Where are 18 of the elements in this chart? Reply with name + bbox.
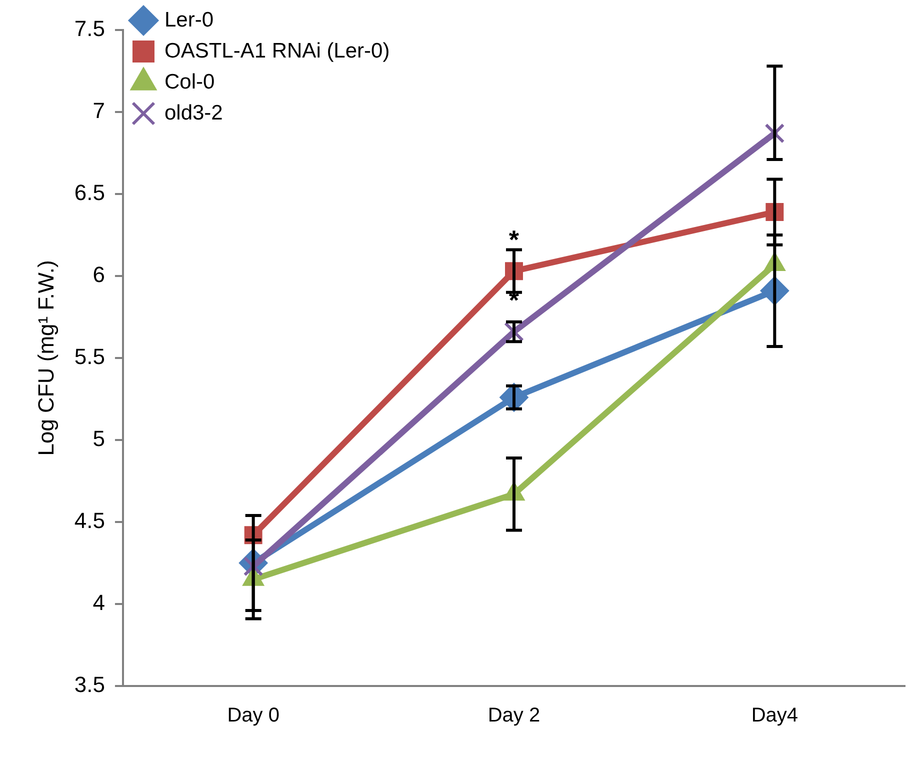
y-tick-label: 5 [92, 426, 105, 452]
y-tick-label: 6.5 [74, 180, 105, 206]
y-tick-label: 3.5 [74, 672, 105, 698]
y-tick-label: 7 [92, 98, 105, 124]
y-tick-label: 6 [92, 262, 105, 288]
legend-label: Col-0 [164, 70, 215, 94]
y-tick-label: 4 [92, 590, 105, 616]
x-tick-label: Day4 [751, 704, 798, 727]
x-tick-label: Day 0 [227, 704, 280, 727]
y-tick-label: 7.5 [74, 16, 105, 42]
legend-label: old3-2 [164, 101, 223, 124]
annotation: * [508, 224, 520, 254]
y-tick-label: 5.5 [74, 344, 105, 370]
legend-label: Ler-0 [164, 8, 214, 32]
legend-label: OASTL-A1 RNAi (Ler-0) [164, 39, 390, 62]
x-tick-label: Day 2 [488, 704, 540, 727]
y-axis-title: Log CFU (mg¹ F.W.) [33, 260, 58, 456]
y-tick-label: 4.5 [74, 508, 105, 534]
